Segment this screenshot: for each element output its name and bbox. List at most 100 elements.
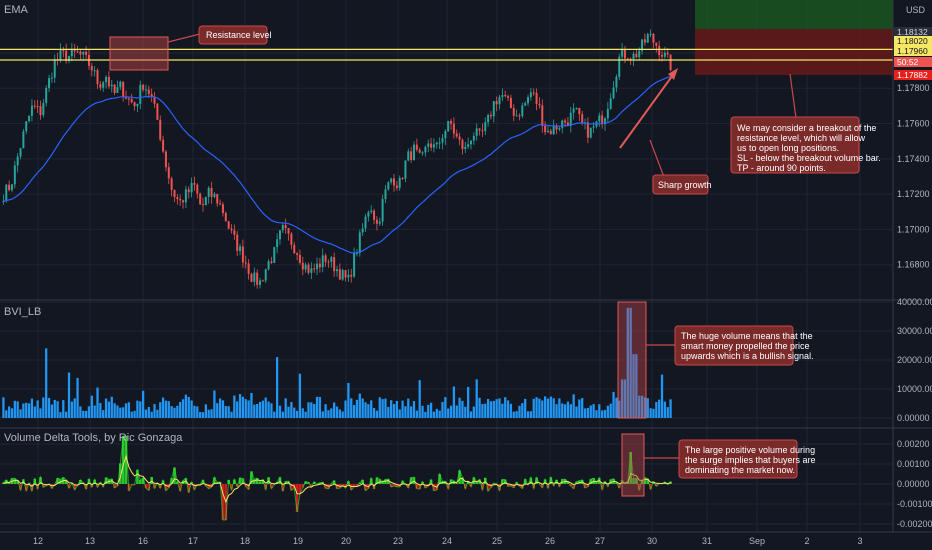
candle-body — [102, 82, 105, 88]
candle-body — [53, 59, 56, 78]
volume-bar — [563, 404, 567, 418]
candle-body — [241, 246, 244, 263]
candle-body — [324, 255, 327, 262]
volume-bar — [39, 408, 42, 418]
volume-bar — [606, 405, 609, 418]
volume-bar — [233, 395, 236, 418]
time-axis-ticks[interactable]: 12 13 16 17 18 19 20 23 24 25 26 27 30 31 Sep 2 3 — [33, 536, 863, 546]
resistance-lines[interactable] — [0, 48, 893, 61]
volume-bar — [512, 411, 515, 418]
candle-body — [99, 84, 102, 88]
candle-body — [515, 115, 518, 117]
candle-body — [82, 51, 85, 55]
candle-body — [224, 213, 227, 222]
volume-bar — [13, 400, 16, 418]
volume-bar — [347, 382, 350, 418]
volume-bar — [344, 400, 347, 418]
candle-body — [589, 127, 592, 138]
volume-bar — [583, 408, 587, 418]
y-tick-label: -0.00200 — [897, 519, 932, 529]
price-tag-bg — [894, 46, 932, 56]
volume-bar — [333, 402, 336, 418]
volume-bar — [578, 399, 581, 418]
volume-callout — [674, 325, 794, 366]
volume-bar — [218, 398, 222, 418]
candle-body — [478, 128, 481, 131]
x-tick-label: 16 — [138, 536, 148, 546]
candlestick-series — [2, 29, 672, 289]
candle-body — [669, 54, 672, 71]
candle-body — [438, 142, 441, 144]
volume-bar — [632, 354, 635, 418]
y-tick-label: 30000.00000 — [897, 326, 932, 336]
x-tick-label: 13 — [85, 536, 95, 546]
volume-bar — [122, 407, 125, 418]
resistance-callout — [198, 25, 268, 45]
candle-body — [139, 84, 142, 104]
breakout-line-4: SL - below the breakout volume bar. — [737, 153, 881, 163]
candle-body — [307, 264, 310, 273]
candle-body — [450, 121, 453, 124]
candle-body — [441, 138, 444, 143]
candle-body — [635, 53, 638, 58]
candle-body — [507, 96, 510, 98]
price-tag: 1.18132 — [897, 27, 928, 37]
volume-bar — [10, 408, 14, 418]
volume-bar — [307, 402, 310, 418]
volume-bar — [495, 399, 498, 418]
candle-body — [421, 152, 424, 154]
price-tag: 1.17960 — [897, 46, 928, 56]
volume-bar — [45, 348, 48, 418]
candle-body — [278, 230, 281, 240]
volume-panel-label: BVI_LB — [4, 306, 41, 318]
candle-body — [538, 103, 541, 106]
candle-body — [581, 114, 584, 124]
candle-body — [404, 160, 407, 179]
volume-bar — [290, 402, 293, 418]
candle-body — [666, 52, 669, 55]
volume-bar — [19, 409, 22, 418]
candle-body — [549, 130, 552, 135]
volume-bar — [304, 411, 307, 418]
volume-bar — [210, 409, 213, 418]
volume-bar — [199, 411, 202, 418]
volume-bar — [244, 399, 247, 418]
candle-body — [147, 89, 150, 94]
candle-body — [239, 246, 242, 251]
volume-bar — [595, 410, 598, 418]
volume-bar — [65, 411, 68, 418]
candle-body — [281, 224, 284, 231]
volume-bar — [498, 398, 501, 418]
volume-bar — [569, 404, 572, 418]
volume-bar — [620, 379, 624, 418]
volume-bar — [201, 412, 205, 418]
volume-bar — [486, 398, 490, 418]
delta-line-1: The large positive volume during — [685, 445, 815, 455]
volume-bar — [278, 405, 282, 418]
candle-body — [313, 268, 316, 270]
volume-bar — [364, 402, 367, 418]
volume-bar — [136, 400, 139, 418]
volume-axis-ticks[interactable]: 40000.00000 30000.00000 20000.00000 10000.0… — [897, 297, 932, 423]
volume-bar — [56, 401, 59, 418]
y-tick-label: 1.17000 — [897, 224, 930, 234]
volume-line-1: The huge volume means that the — [681, 331, 813, 341]
volume-bar — [107, 401, 111, 418]
volume-bar — [612, 391, 615, 418]
volume-bar — [415, 410, 418, 418]
volume-bar — [267, 401, 270, 418]
candle-body — [210, 187, 213, 197]
candle-body — [193, 183, 196, 185]
breakout-line-5: TP - around 90 points. — [737, 163, 826, 173]
sharp-growth-arrowhead — [668, 68, 678, 80]
candle-body — [527, 97, 530, 104]
delta-axis-ticks[interactable]: 0.00200 0.00100 0.00000 -0.00100 -0.00200 — [897, 439, 932, 529]
volume-bar — [549, 396, 552, 418]
candle-body — [572, 108, 575, 113]
candle-body — [390, 178, 393, 183]
volume-bar — [321, 411, 324, 418]
volume-bar — [295, 410, 299, 418]
candle-body — [601, 115, 604, 125]
candle-body — [544, 125, 547, 133]
